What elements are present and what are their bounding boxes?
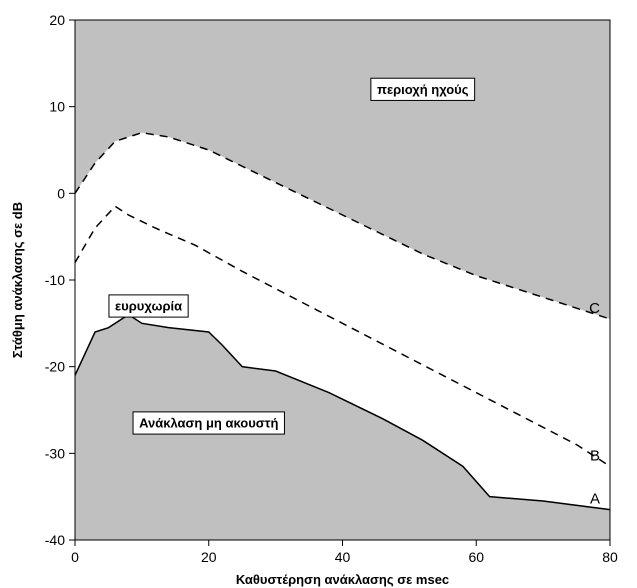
- echo-region-label: περιοχή ηχούς: [377, 82, 469, 97]
- x-tick-label: 60: [468, 549, 484, 565]
- y-tick-label: -10: [45, 272, 65, 288]
- y-tick-label: -20: [45, 359, 65, 375]
- spaciousness-label: ευρυχωρία: [115, 299, 182, 314]
- reflection-audibility-chart: 0 20 40 60 80 -40 -30 -20 -10 0 10 20 Καθυστέρηση αν…: [0, 0, 637, 588]
- x-tick-label: 0: [71, 549, 79, 565]
- series-label-a: A: [590, 491, 600, 508]
- inaudible-label: Ανάκλαση μη ακουστή: [139, 416, 278, 431]
- x-axis-title: Καθυστέρηση ανάκλασης σε msec: [236, 572, 449, 587]
- y-axis-title: Στάθμη ανάκλασης σε dB: [10, 202, 25, 358]
- x-tick-label: 80: [602, 549, 618, 565]
- echo-region-fill: [75, 20, 610, 319]
- y-tick-label: -40: [45, 532, 65, 548]
- y-tick-label: -30: [45, 445, 65, 461]
- x-tick-label: 20: [201, 549, 217, 565]
- y-tick-label: 10: [49, 99, 65, 115]
- series-label-c: C: [589, 300, 600, 317]
- y-tick-label: 0: [57, 185, 65, 201]
- y-tick-label: 20: [49, 12, 65, 28]
- chart-svg: 0 20 40 60 80 -40 -30 -20 -10 0 10 20 Καθυστέρηση αν…: [0, 0, 637, 588]
- series-label-b: B: [590, 447, 600, 464]
- x-tick-label: 40: [335, 549, 351, 565]
